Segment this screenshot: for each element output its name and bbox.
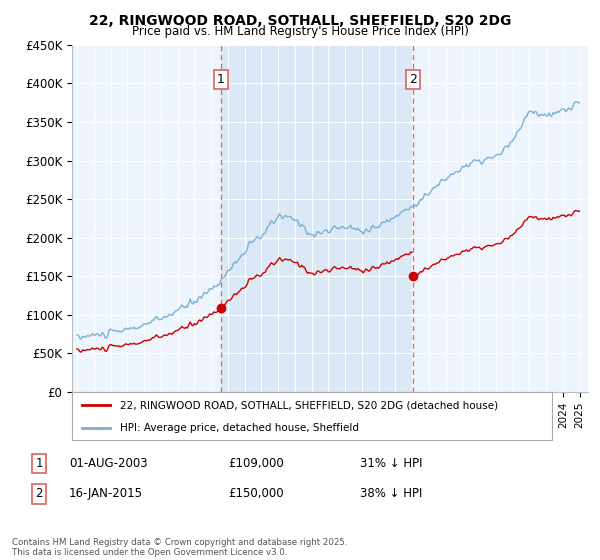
Text: HPI: Average price, detached house, Sheffield: HPI: Average price, detached house, Shef… (120, 423, 359, 433)
Text: 22, RINGWOOD ROAD, SOTHALL, SHEFFIELD, S20 2DG (detached house): 22, RINGWOOD ROAD, SOTHALL, SHEFFIELD, S… (120, 400, 498, 410)
Text: 2: 2 (35, 487, 43, 501)
Text: 1: 1 (35, 457, 43, 470)
Text: 38% ↓ HPI: 38% ↓ HPI (360, 487, 422, 501)
Text: Price paid vs. HM Land Registry's House Price Index (HPI): Price paid vs. HM Land Registry's House … (131, 25, 469, 38)
Text: 31% ↓ HPI: 31% ↓ HPI (360, 457, 422, 470)
Text: 2: 2 (409, 73, 416, 86)
Text: 1: 1 (217, 73, 225, 86)
Text: £109,000: £109,000 (228, 457, 284, 470)
Bar (221, 45, 413, 392)
Text: 01-AUG-2003: 01-AUG-2003 (69, 457, 148, 470)
Text: £150,000: £150,000 (228, 487, 284, 501)
Text: 22, RINGWOOD ROAD, SOTHALL, SHEFFIELD, S20 2DG: 22, RINGWOOD ROAD, SOTHALL, SHEFFIELD, S… (89, 14, 511, 28)
Text: Contains HM Land Registry data © Crown copyright and database right 2025.
This d: Contains HM Land Registry data © Crown c… (12, 538, 347, 557)
Text: 16-JAN-2015: 16-JAN-2015 (69, 487, 143, 501)
